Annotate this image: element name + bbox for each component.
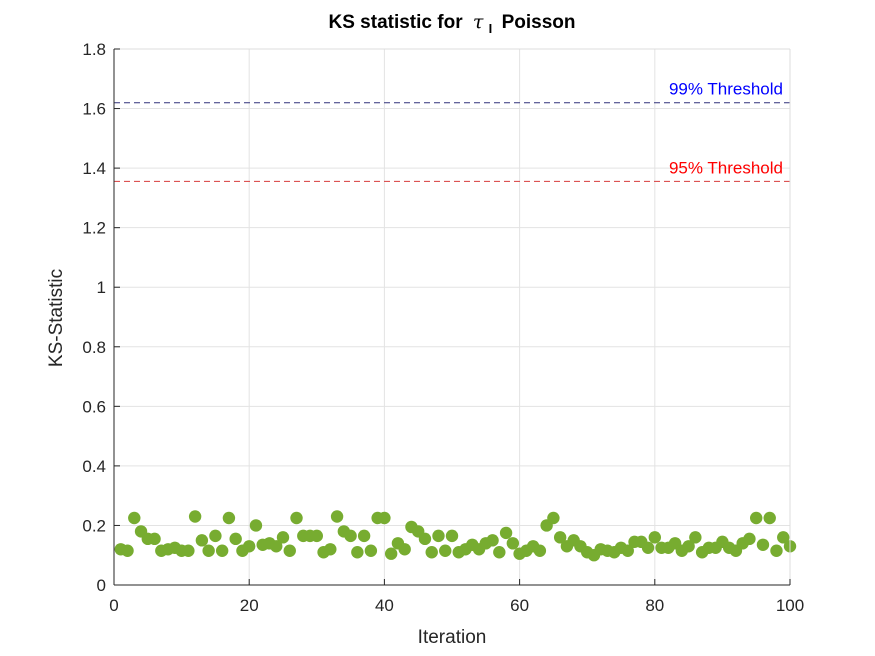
y-tick-label: 1.4 xyxy=(82,159,106,178)
y-tick-label: 0.2 xyxy=(82,516,106,535)
data-point xyxy=(750,511,763,525)
data-point xyxy=(432,529,445,543)
chart-title: KS statistic for τ I Poisson xyxy=(329,11,576,38)
y-tick-label: 0.4 xyxy=(82,457,106,476)
data-point xyxy=(533,544,547,557)
data-point xyxy=(270,540,283,553)
x-tick-label: 80 xyxy=(645,596,664,615)
data-point xyxy=(344,529,357,543)
data-point xyxy=(621,544,634,557)
data-point xyxy=(547,511,560,525)
data-point xyxy=(418,532,432,546)
tick-labels: 0 20 40 60 80 100 0 0.2 0.4 0.6 0.8 1 1.2 1.4 1.6 1.8 xyxy=(82,40,804,615)
data-point xyxy=(682,540,695,553)
y-tick-label: 1 xyxy=(97,278,106,297)
data-point xyxy=(378,511,391,525)
threshold-label-95: 95% Threshold xyxy=(669,158,783,177)
grid xyxy=(114,49,790,585)
data-point xyxy=(330,510,344,523)
data-point xyxy=(493,546,506,559)
data-point xyxy=(777,531,790,544)
y-tick-label: 0.6 xyxy=(82,397,106,416)
data-point xyxy=(506,537,520,550)
data-point xyxy=(364,544,378,557)
title-tau-symbol: τ xyxy=(473,11,484,33)
y-tick-label: 0 xyxy=(97,576,106,595)
data-point xyxy=(276,531,290,544)
data-point xyxy=(195,534,209,547)
data-point xyxy=(290,511,303,525)
data-point xyxy=(310,529,323,543)
data-point xyxy=(229,532,242,546)
data-point xyxy=(770,544,783,557)
y-axis-label: KS-Statistic xyxy=(46,269,67,367)
y-tick-label: 1.8 xyxy=(82,40,106,59)
data-point xyxy=(283,544,296,557)
data-point xyxy=(445,529,459,543)
data-point xyxy=(249,519,263,532)
title-suffix: Poisson xyxy=(502,12,576,33)
y-tick-label: 1.2 xyxy=(82,219,106,238)
data-point xyxy=(425,546,438,559)
data-point xyxy=(398,543,411,556)
x-tick-label: 60 xyxy=(510,596,529,615)
data-point xyxy=(222,511,236,525)
data-point xyxy=(182,544,195,557)
data-point xyxy=(743,532,756,546)
data-point xyxy=(202,544,215,557)
data-point xyxy=(243,540,256,553)
data-point xyxy=(486,534,499,547)
y-tick-label: 1.6 xyxy=(82,100,106,119)
data-point xyxy=(499,526,513,540)
data-point xyxy=(689,531,702,544)
data-point xyxy=(121,544,134,557)
y-tick-label: 0.8 xyxy=(82,338,106,357)
data-point xyxy=(188,510,202,523)
title-subscript: I xyxy=(489,21,493,36)
data-point xyxy=(148,532,161,546)
data-point xyxy=(756,538,770,551)
data-point xyxy=(351,546,364,559)
data-point xyxy=(648,531,661,544)
axes xyxy=(113,48,791,586)
data-point xyxy=(439,544,452,557)
x-tick-label: 20 xyxy=(240,596,259,615)
threshold-lines: 99% Threshold 95% Threshold xyxy=(114,80,790,182)
data-point xyxy=(215,544,229,557)
data-point xyxy=(324,543,337,556)
data-point xyxy=(357,529,371,543)
x-axis-label: Iteration xyxy=(418,627,487,648)
data-point xyxy=(553,531,567,544)
x-tick-label: 0 xyxy=(109,596,118,615)
data-point xyxy=(128,511,141,525)
data-points xyxy=(114,510,797,562)
x-tick-label: 40 xyxy=(375,596,394,615)
data-point xyxy=(641,541,655,554)
data-point xyxy=(763,511,776,525)
data-point xyxy=(209,529,222,543)
x-tick-label: 100 xyxy=(776,596,804,615)
threshold-label-99: 99% Threshold xyxy=(669,80,783,99)
data-point xyxy=(384,547,398,560)
title-main: KS statistic for xyxy=(329,12,464,33)
